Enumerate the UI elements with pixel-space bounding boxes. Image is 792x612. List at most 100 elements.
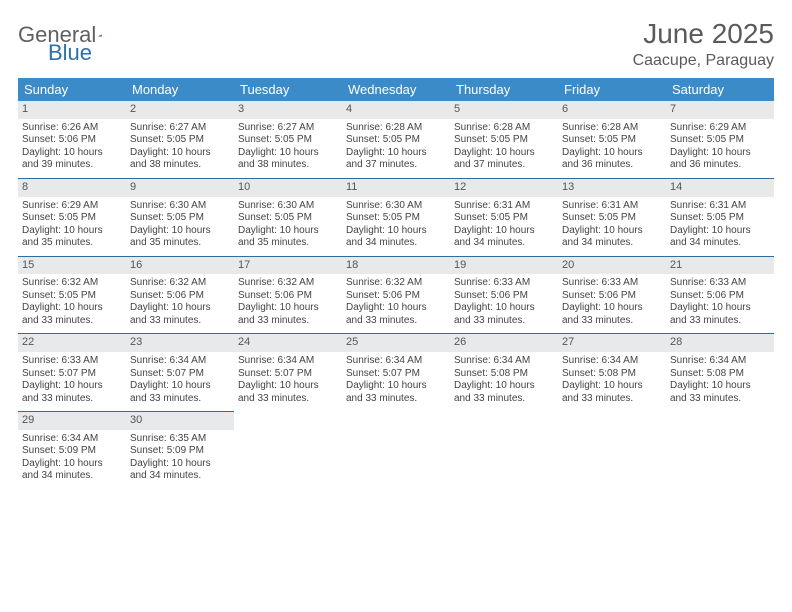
daylight-line: Daylight: 10 hours and 37 minutes.: [454, 147, 554, 172]
day-header: Tuesday: [234, 78, 342, 101]
daylight-line: Daylight: 10 hours and 36 minutes.: [670, 147, 770, 172]
day-number: 16: [126, 256, 234, 275]
day-number: 23: [126, 333, 234, 352]
daylight-line: Daylight: 10 hours and 33 minutes.: [562, 380, 662, 405]
calendar-cell: 25Sunrise: 6:34 AMSunset: 5:07 PMDayligh…: [342, 333, 450, 411]
calendar-cell: 24Sunrise: 6:34 AMSunset: 5:07 PMDayligh…: [234, 333, 342, 411]
day-header: Wednesday: [342, 78, 450, 101]
sunset-line: Sunset: 5:05 PM: [562, 134, 662, 147]
day-header: Friday: [558, 78, 666, 101]
daylight-line: Daylight: 10 hours and 38 minutes.: [130, 147, 230, 172]
calendar-cell: .: [234, 411, 342, 489]
sunrise-line: Sunrise: 6:34 AM: [454, 355, 554, 368]
daylight-line: Daylight: 10 hours and 34 minutes.: [670, 225, 770, 250]
calendar-cell: 28Sunrise: 6:34 AMSunset: 5:08 PMDayligh…: [666, 333, 774, 411]
calendar-cell: 4Sunrise: 6:28 AMSunset: 5:05 PMDaylight…: [342, 101, 450, 178]
calendar-cell: 15Sunrise: 6:32 AMSunset: 5:05 PMDayligh…: [18, 256, 126, 334]
sunrise-line: Sunrise: 6:34 AM: [346, 355, 446, 368]
location: Caacupe, Paraguay: [633, 52, 774, 70]
sunset-line: Sunset: 5:08 PM: [454, 368, 554, 381]
daylight-line: Daylight: 10 hours and 33 minutes.: [562, 302, 662, 327]
day-number: 1: [18, 101, 126, 119]
sunset-line: Sunset: 5:07 PM: [346, 368, 446, 381]
daylight-line: Daylight: 10 hours and 33 minutes.: [346, 380, 446, 405]
sunset-line: Sunset: 5:05 PM: [454, 212, 554, 225]
calendar-week: 8Sunrise: 6:29 AMSunset: 5:05 PMDaylight…: [18, 178, 774, 256]
day-number: 15: [18, 256, 126, 275]
sunrise-line: Sunrise: 6:31 AM: [454, 200, 554, 213]
sunset-line: Sunset: 5:09 PM: [130, 445, 230, 458]
daylight-line: Daylight: 10 hours and 33 minutes.: [670, 380, 770, 405]
calendar-cell: 8Sunrise: 6:29 AMSunset: 5:05 PMDaylight…: [18, 178, 126, 256]
sunrise-line: Sunrise: 6:31 AM: [562, 200, 662, 213]
sunset-line: Sunset: 5:05 PM: [22, 212, 122, 225]
sunset-line: Sunset: 5:05 PM: [346, 134, 446, 147]
day-header: Sunday: [18, 78, 126, 101]
sunset-line: Sunset: 5:05 PM: [670, 134, 770, 147]
day-number: 14: [666, 178, 774, 197]
sunset-line: Sunset: 5:05 PM: [670, 212, 770, 225]
daylight-line: Daylight: 10 hours and 38 minutes.: [238, 147, 338, 172]
daylight-line: Daylight: 10 hours and 33 minutes.: [22, 302, 122, 327]
sunrise-line: Sunrise: 6:33 AM: [22, 355, 122, 368]
calendar-cell: 10Sunrise: 6:30 AMSunset: 5:05 PMDayligh…: [234, 178, 342, 256]
sunset-line: Sunset: 5:05 PM: [238, 134, 338, 147]
sunrise-line: Sunrise: 6:33 AM: [454, 277, 554, 290]
calendar-cell: 9Sunrise: 6:30 AMSunset: 5:05 PMDaylight…: [126, 178, 234, 256]
calendar-cell: .: [666, 411, 774, 489]
calendar-cell: 19Sunrise: 6:33 AMSunset: 5:06 PMDayligh…: [450, 256, 558, 334]
daylight-line: Daylight: 10 hours and 33 minutes.: [130, 302, 230, 327]
calendar-cell: .: [342, 411, 450, 489]
calendar-week: 1Sunrise: 6:26 AMSunset: 5:06 PMDaylight…: [18, 101, 774, 178]
sunset-line: Sunset: 5:07 PM: [238, 368, 338, 381]
daylight-line: Daylight: 10 hours and 39 minutes.: [22, 147, 122, 172]
sunset-line: Sunset: 5:09 PM: [22, 445, 122, 458]
calendar-cell: 22Sunrise: 6:33 AMSunset: 5:07 PMDayligh…: [18, 333, 126, 411]
day-number: 11: [342, 178, 450, 197]
sunrise-line: Sunrise: 6:30 AM: [130, 200, 230, 213]
day-number: 27: [558, 333, 666, 352]
sunrise-line: Sunrise: 6:34 AM: [562, 355, 662, 368]
calendar-cell: 20Sunrise: 6:33 AMSunset: 5:06 PMDayligh…: [558, 256, 666, 334]
day-number: 7: [666, 101, 774, 119]
day-number: 24: [234, 333, 342, 352]
calendar-cell: 1Sunrise: 6:26 AMSunset: 5:06 PMDaylight…: [18, 101, 126, 178]
sunset-line: Sunset: 5:05 PM: [562, 212, 662, 225]
calendar-body: 1Sunrise: 6:26 AMSunset: 5:06 PMDaylight…: [18, 101, 774, 489]
day-number: 20: [558, 256, 666, 275]
sunset-line: Sunset: 5:07 PM: [130, 368, 230, 381]
daylight-line: Daylight: 10 hours and 34 minutes.: [22, 458, 122, 483]
calendar-cell: 11Sunrise: 6:30 AMSunset: 5:05 PMDayligh…: [342, 178, 450, 256]
calendar-cell: 27Sunrise: 6:34 AMSunset: 5:08 PMDayligh…: [558, 333, 666, 411]
day-number: 22: [18, 333, 126, 352]
sunset-line: Sunset: 5:06 PM: [346, 290, 446, 303]
calendar-week: 22Sunrise: 6:33 AMSunset: 5:07 PMDayligh…: [18, 333, 774, 411]
sunrise-line: Sunrise: 6:35 AM: [130, 433, 230, 446]
sunrise-line: Sunrise: 6:34 AM: [22, 433, 122, 446]
calendar-table: Sunday Monday Tuesday Wednesday Thursday…: [18, 78, 774, 489]
sunrise-line: Sunrise: 6:34 AM: [670, 355, 770, 368]
sunrise-line: Sunrise: 6:33 AM: [670, 277, 770, 290]
sunrise-line: Sunrise: 6:29 AM: [670, 122, 770, 135]
day-header: Monday: [126, 78, 234, 101]
day-number: 9: [126, 178, 234, 197]
sunset-line: Sunset: 5:05 PM: [238, 212, 338, 225]
calendar-cell: 6Sunrise: 6:28 AMSunset: 5:05 PMDaylight…: [558, 101, 666, 178]
sunrise-line: Sunrise: 6:33 AM: [562, 277, 662, 290]
daylight-line: Daylight: 10 hours and 33 minutes.: [238, 302, 338, 327]
sunrise-line: Sunrise: 6:34 AM: [238, 355, 338, 368]
daylight-line: Daylight: 10 hours and 34 minutes.: [346, 225, 446, 250]
sunrise-line: Sunrise: 6:32 AM: [346, 277, 446, 290]
calendar-cell: 13Sunrise: 6:31 AMSunset: 5:05 PMDayligh…: [558, 178, 666, 256]
sunrise-line: Sunrise: 6:27 AM: [130, 122, 230, 135]
daylight-line: Daylight: 10 hours and 33 minutes.: [130, 380, 230, 405]
daylight-line: Daylight: 10 hours and 37 minutes.: [346, 147, 446, 172]
calendar-cell: 3Sunrise: 6:27 AMSunset: 5:05 PMDaylight…: [234, 101, 342, 178]
daylight-line: Daylight: 10 hours and 34 minutes.: [454, 225, 554, 250]
daylight-line: Daylight: 10 hours and 33 minutes.: [454, 380, 554, 405]
day-number: 19: [450, 256, 558, 275]
sunrise-line: Sunrise: 6:32 AM: [22, 277, 122, 290]
calendar-week: 29Sunrise: 6:34 AMSunset: 5:09 PMDayligh…: [18, 411, 774, 489]
day-header-row: Sunday Monday Tuesday Wednesday Thursday…: [18, 78, 774, 101]
calendar-cell: 14Sunrise: 6:31 AMSunset: 5:05 PMDayligh…: [666, 178, 774, 256]
